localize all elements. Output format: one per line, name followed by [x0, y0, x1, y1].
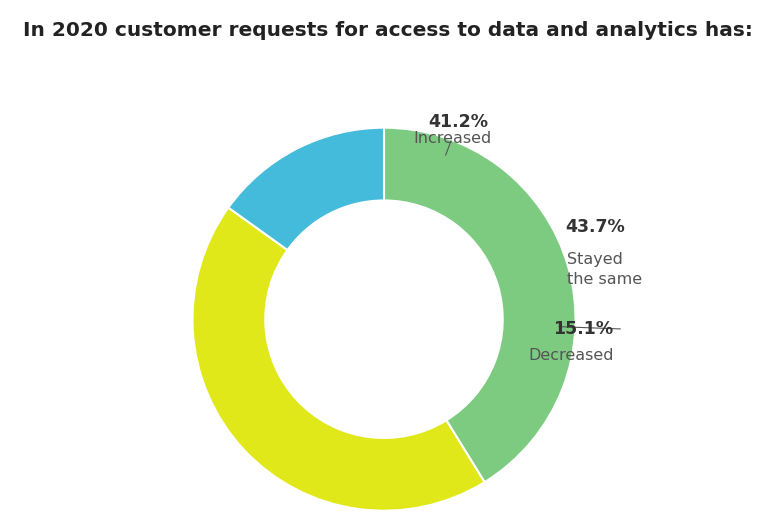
Wedge shape: [193, 207, 485, 511]
Text: Stayed
the same: Stayed the same: [567, 252, 642, 287]
Text: Increased: Increased: [413, 131, 492, 146]
Wedge shape: [384, 128, 575, 482]
Text: Decreased: Decreased: [528, 348, 614, 363]
Text: 41.2%: 41.2%: [428, 113, 488, 131]
Text: 15.1%: 15.1%: [554, 320, 614, 338]
Wedge shape: [228, 128, 384, 250]
Text: 43.7%: 43.7%: [565, 218, 624, 236]
Text: In 2020 customer requests for access to data and analytics has:: In 2020 customer requests for access to …: [23, 21, 753, 40]
